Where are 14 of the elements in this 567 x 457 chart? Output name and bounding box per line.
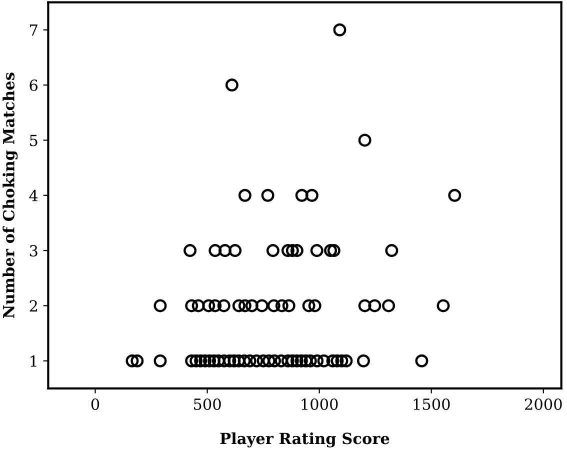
x-tick-label: 500 <box>194 398 221 410</box>
y-tick-label: 3 <box>30 245 38 257</box>
y-tick-label: 2 <box>30 300 37 312</box>
y-tick-label: 5 <box>30 134 38 146</box>
y-tick-label: 6 <box>30 80 38 92</box>
x-tick-label: 0 <box>91 398 100 410</box>
y-tick-label: 1 <box>30 355 36 367</box>
x-axis-title: Player Rating Score <box>220 432 390 448</box>
x-tick-label: 2000 <box>525 398 562 410</box>
y-tick-label: 4 <box>29 190 38 202</box>
y-tick-label: 7 <box>30 24 38 36</box>
x-tick-label: 1500 <box>414 398 450 410</box>
x-tick-label: 1000 <box>302 398 338 410</box>
y-axis-title: Number of Choking Matches <box>2 72 18 318</box>
